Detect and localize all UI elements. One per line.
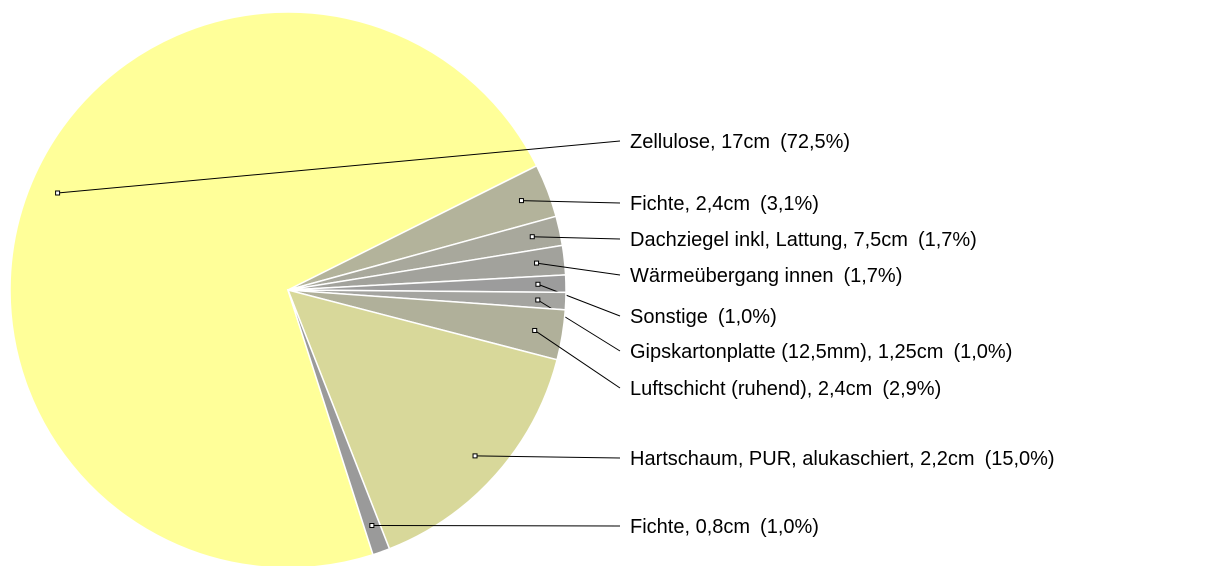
value-label: (72,5%) xyxy=(780,131,850,153)
leader-marker xyxy=(535,281,541,287)
slice-label: Gipskartonplatte (12,5mm), 1,25cm (1,0%) xyxy=(630,341,1012,363)
pie-slice xyxy=(9,11,538,566)
value-label: (1,0%) xyxy=(953,341,1012,363)
value-label: (3,1%) xyxy=(760,193,819,215)
category-label: Sonstige xyxy=(630,306,708,328)
pie-slice xyxy=(286,288,559,550)
leader-line xyxy=(537,283,621,317)
leader-line xyxy=(475,455,621,459)
leader-marker xyxy=(518,198,524,204)
value-label: (2,9%) xyxy=(882,378,941,400)
value-label: (1,7%) xyxy=(843,265,902,287)
slice-label: Fichte, 0,8cm (1,0%) xyxy=(630,516,819,538)
leader-marker xyxy=(369,523,375,529)
leader-line xyxy=(521,200,621,204)
category-label: Dachziegel inkl, Lattung, 7,5cm xyxy=(630,229,908,251)
leader-marker xyxy=(534,260,540,266)
slice-label: Luftschicht (ruhend), 2,4cm (2,9%) xyxy=(630,378,941,400)
category-label: Wärmeübergang innen xyxy=(630,265,833,287)
leader-line xyxy=(57,140,621,194)
slice-label: Hartschaum, PUR, alukaschiert, 2,2cm (15,… xyxy=(630,448,1055,470)
category-label: Hartschaum, PUR, alukaschiert, 2,2cm xyxy=(630,448,975,470)
leader-line xyxy=(534,330,621,389)
category-label: Gipskartonplatte (12,5mm), 1,25cm xyxy=(630,341,943,363)
value-label: (1,7%) xyxy=(918,229,977,251)
slice-label: Dachziegel inkl, Lattung, 7,5cm (1,7%) xyxy=(630,229,977,251)
category-label: Zellulose, 17cm xyxy=(630,131,770,153)
category-label: Luftschicht (ruhend), 2,4cm xyxy=(630,378,872,400)
slice-label: Zellulose, 17cm (72,5%) xyxy=(630,131,850,153)
leader-marker xyxy=(529,234,535,240)
leader-marker xyxy=(532,327,538,333)
slice-label: Wärmeübergang innen (1,7%) xyxy=(630,265,902,287)
leader-marker xyxy=(472,453,478,459)
slice-label: Fichte, 2,4cm (3,1%) xyxy=(630,193,819,215)
pie-slice xyxy=(287,289,391,556)
value-label: (1,0%) xyxy=(760,516,819,538)
leader-marker xyxy=(535,297,541,303)
leader-line xyxy=(532,236,621,240)
value-label: (1,0%) xyxy=(718,306,777,328)
category-label: Fichte, 0,8cm xyxy=(630,516,750,538)
value-label: (15,0%) xyxy=(985,448,1055,470)
leader-marker xyxy=(55,190,61,196)
slice-label: Sonstige (1,0%) xyxy=(630,306,777,328)
leader-line xyxy=(536,262,621,276)
category-label: Fichte, 2,4cm xyxy=(630,193,750,215)
